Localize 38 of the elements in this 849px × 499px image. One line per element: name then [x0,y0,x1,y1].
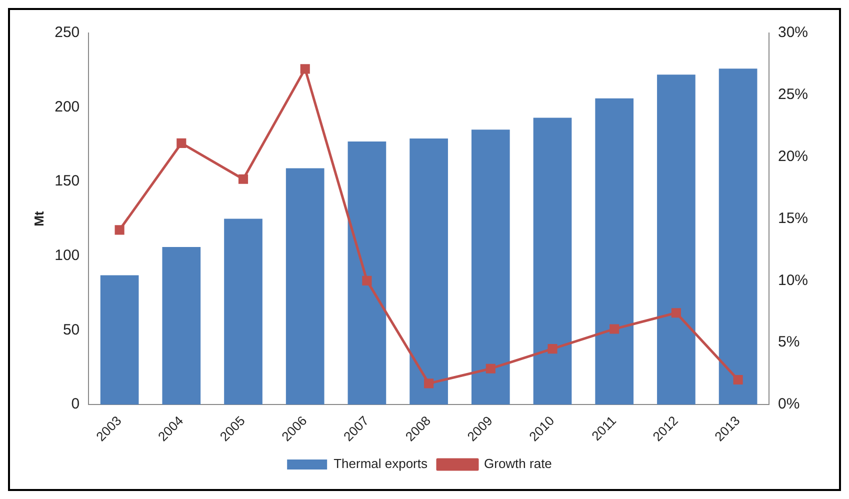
point [733,374,743,385]
y2-tick-label: 30% [778,24,808,42]
y-tick-label: 150 [54,172,80,190]
point [362,276,372,286]
y2-tick-label: 0% [778,396,800,413]
y-tick-label: 200 [54,98,80,116]
y-tick-label: 50 [62,321,80,338]
bar [224,218,262,405]
bar [162,246,201,405]
bar [471,130,510,405]
bar [100,275,139,405]
y2-tick-label: 10% [778,272,808,289]
bar [718,68,758,405]
bar [410,138,448,405]
y-tick-label: 250 [54,24,80,42]
bar [533,118,572,405]
point [548,344,558,354]
y2-tick-label: 20% [778,148,808,165]
point [238,174,248,184]
point [114,225,124,235]
y2-tick-label: 15% [778,210,808,227]
point [610,324,620,334]
bar [595,98,634,405]
point [424,378,434,388]
y-axis-title: Mt [31,210,46,226]
point [671,308,681,318]
bar [286,168,324,405]
legend-label: Thermal exports [334,456,428,472]
y-tick-label: 0 [71,396,80,413]
point [176,138,186,148]
legend-label: Growth rate [484,456,552,472]
point [300,64,310,74]
bar [348,141,386,405]
y2-tick-label: 5% [778,334,800,351]
y2-tick-label: 25% [778,86,808,104]
y-tick-label: 100 [54,247,80,264]
point [486,364,496,374]
bar [657,74,696,405]
